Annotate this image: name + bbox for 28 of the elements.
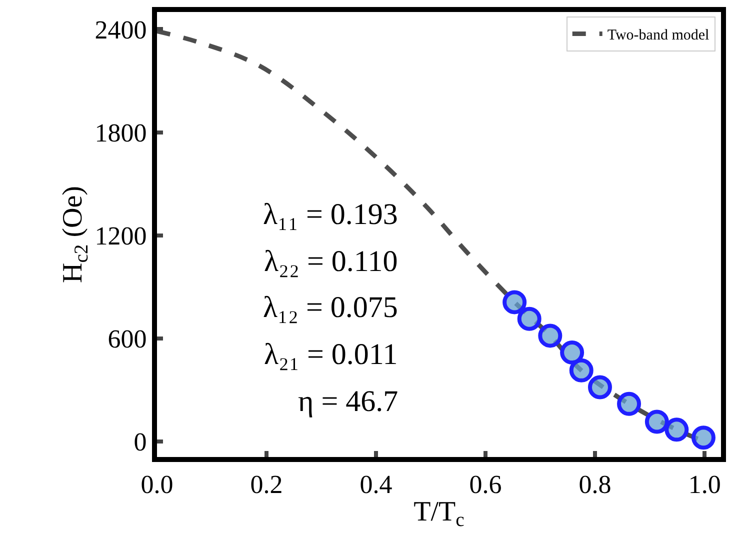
- point: [644, 410, 669, 434]
- point: [588, 375, 612, 400]
- x-tick-label: 0.8: [578, 470, 612, 500]
- annotation: η = 46.7: [298, 385, 398, 418]
- point: [664, 418, 689, 442]
- x-axis-title: T/T$_{c}$: [414, 496, 465, 532]
- point: [538, 324, 562, 348]
- x-tick-label: 0.2: [250, 470, 283, 500]
- y-tick-label: 600: [108, 324, 147, 354]
- annotation: λ₂₁ = 0.011: [264, 338, 398, 371]
- point: [569, 358, 594, 382]
- x-tick-label: 0.4: [360, 470, 392, 500]
- legend-label: Two-band model: [607, 28, 710, 44]
- point: [517, 306, 542, 331]
- annotation: λ₂₂ = 0.110: [264, 245, 398, 278]
- y-tick-label: 0: [134, 428, 147, 457]
- point: [617, 392, 642, 416]
- y-tick-label: 1800: [94, 118, 147, 148]
- y-tick-label: 2400: [94, 15, 147, 44]
- x-tick-label: 0.6: [469, 470, 502, 500]
- x-tick-label: 0.0: [140, 470, 174, 500]
- y-tick-label: 1200: [94, 221, 147, 250]
- annotation: λ₁₁ = 0.193: [263, 198, 398, 231]
- point: [691, 426, 716, 450]
- x-tick-label: 1.0: [688, 470, 721, 500]
- annotation: λ₁₂ = 0.075: [263, 291, 398, 324]
- point: [502, 290, 527, 314]
- point: [560, 340, 584, 365]
